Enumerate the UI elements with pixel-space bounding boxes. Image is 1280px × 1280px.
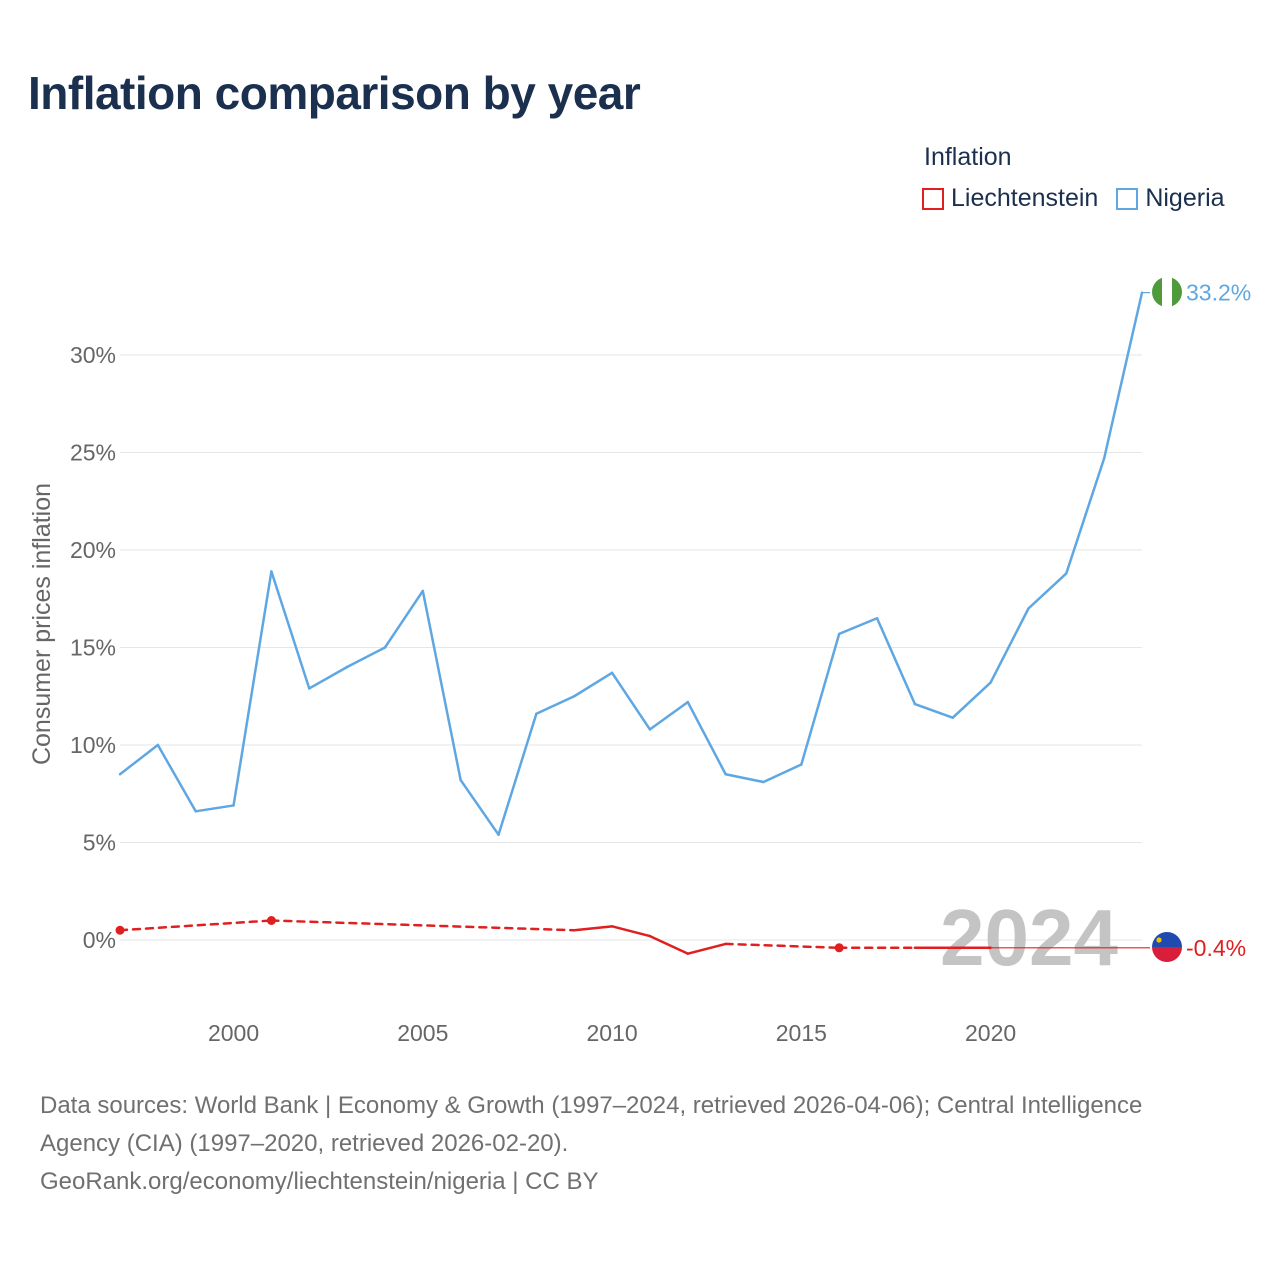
series-segment-nigeria bbox=[686, 700, 727, 776]
legend-swatch-liechtenstein bbox=[922, 187, 944, 210]
x-tick-label: 2000 bbox=[208, 1020, 259, 1046]
y-axis-ticks: 0% 5% 10% 15% 20% 25% 30% bbox=[70, 342, 116, 953]
series-segment-nigeria bbox=[1102, 291, 1144, 460]
series-segment-liechtenstein bbox=[648, 934, 690, 955]
x-axis-ticks: 2000 2005 2010 2015 2020 bbox=[208, 1020, 1016, 1046]
legend-label-nigeria: Nigeria bbox=[1145, 184, 1225, 212]
series-segment-nigeria bbox=[610, 671, 652, 731]
footer-line-1: Data sources: World Bank | Economy & Gro… bbox=[40, 1092, 1143, 1119]
series-segment-nigeria bbox=[572, 671, 614, 698]
series-segment-liechtenstein bbox=[686, 942, 727, 955]
series-segment-liechtenstein bbox=[724, 942, 841, 950]
line-chart: 0% 5% 10% 15% 20% 25% 30% 2000 2005 2010 2015 2020… bbox=[28, 277, 1251, 1046]
y-tick-label: 25% bbox=[70, 440, 116, 466]
series-segment-nigeria bbox=[648, 700, 690, 731]
series-segment-nigeria bbox=[232, 570, 273, 807]
series-segment-nigeria bbox=[837, 617, 879, 636]
series-segment-nigeria bbox=[270, 570, 311, 690]
series-segment-nigeria bbox=[345, 646, 387, 669]
y-tick-label: 30% bbox=[70, 342, 116, 368]
series-segment-nigeria bbox=[194, 804, 235, 813]
end-labels: -0.4% 33.2% bbox=[990, 280, 1251, 961]
data-point-liechtenstein bbox=[115, 925, 125, 935]
x-tick-label: 2015 bbox=[776, 1020, 827, 1046]
x-tick-label: 2005 bbox=[397, 1020, 448, 1046]
y-tick-label: 5% bbox=[83, 830, 116, 856]
end-label-liechtenstein: -0.4% bbox=[1186, 935, 1246, 961]
legend-label-liechtenstein: Liechtenstein bbox=[951, 184, 1099, 212]
series-segment-nigeria bbox=[724, 773, 765, 784]
series-segment-liechtenstein bbox=[610, 925, 652, 938]
y-tick-label: 10% bbox=[70, 732, 116, 758]
year-watermark: 2024 bbox=[940, 893, 1118, 982]
series-segment-liechtenstein bbox=[118, 919, 273, 932]
liechtenstein-flag-icon bbox=[1152, 932, 1182, 962]
legend-swatch-nigeria bbox=[1116, 187, 1139, 210]
y-axis-label: Consumer prices inflation bbox=[28, 483, 56, 765]
series-segment-nigeria bbox=[118, 743, 160, 776]
y-tick-label: 0% bbox=[83, 927, 116, 953]
series-segment-nigeria bbox=[913, 702, 954, 719]
data-point-liechtenstein bbox=[834, 943, 844, 953]
chart-title: Inflation comparison by year bbox=[28, 67, 641, 119]
y-tick-label: 15% bbox=[70, 635, 116, 661]
series-segment-liechtenstein bbox=[270, 919, 576, 932]
grid-lines bbox=[120, 354, 1142, 941]
series-segment-nigeria bbox=[383, 589, 425, 649]
footer-line-3[interactable]: GeoRank.org/economy/liechtenstein/nigeri… bbox=[40, 1168, 599, 1195]
nigeria-flag-icon bbox=[1152, 277, 1182, 307]
series-segment-nigeria bbox=[459, 778, 500, 836]
series-segment-nigeria bbox=[497, 712, 538, 836]
series-segment-nigeria bbox=[951, 681, 992, 719]
x-tick-label: 2010 bbox=[586, 1020, 637, 1046]
series-segment-nigeria bbox=[1065, 457, 1106, 575]
series-lines bbox=[115, 291, 1144, 955]
end-label-nigeria: 33.2% bbox=[1186, 280, 1251, 306]
series-segment-nigeria bbox=[800, 632, 841, 766]
series-segment-liechtenstein bbox=[572, 925, 614, 932]
footer-sources: Data sources: World Bank | Economy & Gro… bbox=[40, 1087, 1240, 1201]
series-segment-nigeria bbox=[875, 617, 917, 706]
legend-item-nigeria[interactable]: Nigeria bbox=[1116, 184, 1225, 213]
legend: Liechtenstein Nigeria bbox=[922, 184, 1243, 213]
series-segment-nigeria bbox=[535, 695, 576, 716]
series-segment-nigeria bbox=[1027, 572, 1068, 610]
legend-item-liechtenstein[interactable]: Liechtenstein bbox=[922, 184, 1098, 213]
legend-title: Inflation bbox=[924, 143, 1012, 171]
y-tick-label: 20% bbox=[70, 537, 116, 563]
series-segment-nigeria bbox=[156, 743, 197, 813]
data-point-liechtenstein bbox=[266, 916, 276, 925]
series-segment-nigeria bbox=[308, 665, 349, 690]
x-tick-label: 2020 bbox=[965, 1020, 1016, 1046]
series-segment-nigeria bbox=[421, 589, 462, 782]
series-segment-nigeria bbox=[762, 763, 803, 784]
footer-line-2: Agency (CIA) (1997–2020, retrieved 2026-… bbox=[40, 1130, 569, 1157]
series-segment-nigeria bbox=[989, 607, 1030, 684]
